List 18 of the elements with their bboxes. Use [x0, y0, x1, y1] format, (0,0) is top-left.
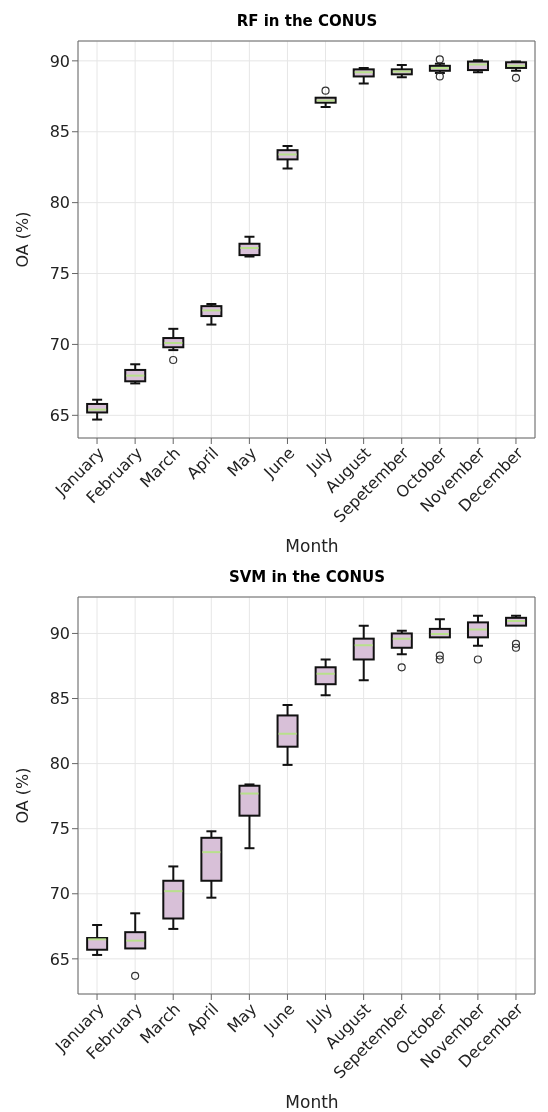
y-tick-label: 90: [49, 51, 70, 71]
y-tick-label: 75: [49, 819, 70, 839]
x-axis-title: Month: [284, 1091, 340, 1112]
y-tick-label: 85: [49, 689, 70, 709]
y-axis-title: OA (%): [12, 211, 32, 268]
y-tick-label: 65: [49, 405, 70, 425]
y-tick-label: 75: [49, 264, 70, 284]
y-tick-label: 90: [49, 624, 70, 644]
y-tick-label: 70: [49, 884, 70, 904]
y-tick-label: 65: [49, 949, 70, 969]
y-axis-title: OA (%): [12, 767, 32, 824]
chart-title: SVM in the CONUS: [227, 567, 387, 588]
y-tick-label: 80: [49, 754, 70, 774]
y-tick-label: 70: [49, 335, 70, 355]
chart-title: RF in the CONUS: [235, 11, 379, 32]
y-tick-label: 85: [49, 122, 70, 142]
x-axis-title: Month: [284, 535, 340, 558]
y-tick-label: 80: [49, 193, 70, 213]
